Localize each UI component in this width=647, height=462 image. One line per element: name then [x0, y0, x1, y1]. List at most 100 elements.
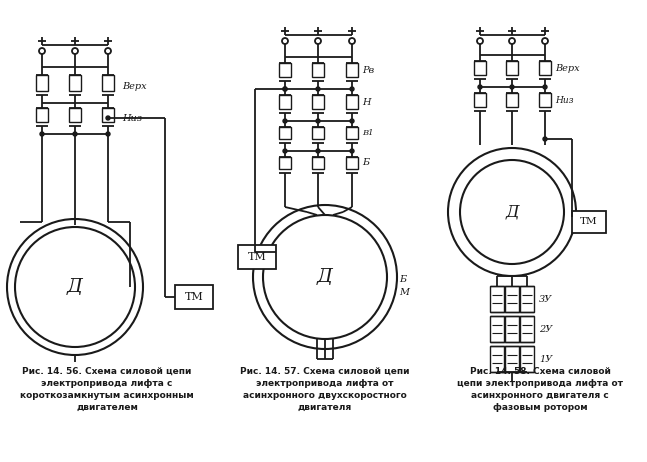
Bar	[312, 95, 324, 109]
Circle shape	[106, 132, 110, 136]
Bar	[69, 108, 81, 122]
Bar	[279, 157, 291, 169]
Circle shape	[509, 38, 515, 44]
Text: 3У: 3У	[539, 294, 553, 304]
Circle shape	[460, 160, 564, 264]
Bar	[346, 127, 358, 139]
Bar	[539, 93, 551, 107]
Text: Низ: Низ	[555, 96, 573, 105]
Bar	[346, 63, 358, 77]
Bar	[490, 286, 504, 312]
Text: асинхронного двухскоростного: асинхронного двухскоростного	[243, 391, 407, 400]
Text: Рис. 14. 57. Схема силовой цепи: Рис. 14. 57. Схема силовой цепи	[240, 367, 410, 376]
Circle shape	[40, 132, 44, 136]
Bar	[520, 316, 534, 342]
Circle shape	[283, 119, 287, 123]
Circle shape	[39, 48, 45, 54]
Text: электропривода лифта с: электропривода лифта с	[41, 379, 173, 388]
Text: Рис. 14. 56. Схема силовой цепи: Рис. 14. 56. Схема силовой цепи	[22, 367, 192, 376]
Circle shape	[448, 148, 576, 276]
Bar	[506, 61, 518, 75]
Bar	[279, 63, 291, 77]
Circle shape	[350, 87, 354, 91]
Text: двигателем: двигателем	[76, 403, 138, 412]
Text: М: М	[399, 288, 409, 297]
Circle shape	[7, 219, 143, 355]
Text: Д: Д	[67, 278, 83, 296]
Text: ТМ: ТМ	[248, 252, 267, 262]
Bar	[490, 346, 504, 372]
Text: Верх: Верх	[555, 64, 580, 73]
Circle shape	[253, 205, 397, 349]
Circle shape	[350, 149, 354, 153]
Bar	[474, 61, 486, 75]
Circle shape	[283, 149, 287, 153]
Bar	[505, 346, 519, 372]
Text: ТМ: ТМ	[580, 218, 598, 226]
Bar	[520, 286, 534, 312]
Bar	[506, 93, 518, 107]
Bar	[505, 286, 519, 312]
Bar	[36, 75, 48, 91]
Bar	[474, 93, 486, 107]
Text: В1: В1	[362, 129, 373, 137]
Bar	[312, 63, 324, 77]
Circle shape	[477, 38, 483, 44]
Bar	[175, 285, 213, 309]
Bar	[505, 316, 519, 342]
Circle shape	[105, 48, 111, 54]
Text: Б: Б	[362, 158, 369, 167]
Circle shape	[15, 227, 135, 347]
Circle shape	[510, 85, 514, 89]
Circle shape	[543, 85, 547, 89]
Circle shape	[349, 38, 355, 44]
Text: Рис. 14. 58. Схема силовой: Рис. 14. 58. Схема силовой	[470, 367, 610, 376]
Text: Н: Н	[362, 98, 371, 107]
Bar	[539, 61, 551, 75]
Text: фазовым ротором: фазовым ротором	[492, 403, 587, 412]
Circle shape	[72, 48, 78, 54]
Circle shape	[543, 137, 547, 141]
Bar	[69, 75, 81, 91]
Text: Рв: Рв	[362, 66, 374, 75]
Text: Б: Б	[399, 275, 406, 284]
Text: асинхронного двигателя с: асинхронного двигателя с	[471, 391, 609, 400]
Circle shape	[478, 85, 482, 89]
Circle shape	[282, 38, 288, 44]
Text: короткозамкнутым асинхронным: короткозамкнутым асинхронным	[20, 391, 194, 400]
Bar	[346, 95, 358, 109]
Bar	[312, 127, 324, 139]
Text: цепи электропривода лифта от: цепи электропривода лифта от	[457, 379, 623, 388]
Circle shape	[316, 149, 320, 153]
Circle shape	[542, 38, 548, 44]
Bar	[572, 211, 606, 233]
Circle shape	[283, 87, 287, 91]
Bar	[346, 157, 358, 169]
Circle shape	[283, 87, 287, 91]
Bar	[238, 245, 276, 269]
Circle shape	[106, 116, 110, 120]
Text: Верх: Верх	[122, 82, 147, 91]
Text: Д: Д	[317, 268, 333, 286]
Text: Низ: Низ	[122, 114, 142, 123]
Bar	[102, 108, 114, 122]
Bar	[279, 95, 291, 109]
Bar	[102, 75, 114, 91]
Text: 1У: 1У	[539, 354, 553, 364]
Circle shape	[263, 215, 387, 339]
Bar	[36, 108, 48, 122]
Bar	[520, 346, 534, 372]
Bar	[279, 127, 291, 139]
Bar	[490, 316, 504, 342]
Circle shape	[350, 119, 354, 123]
Circle shape	[73, 132, 77, 136]
Text: 2У: 2У	[539, 324, 553, 334]
Bar	[312, 157, 324, 169]
Circle shape	[316, 87, 320, 91]
Circle shape	[315, 38, 321, 44]
Text: ТМ: ТМ	[184, 292, 203, 302]
Circle shape	[316, 119, 320, 123]
Text: Д: Д	[505, 203, 519, 220]
Text: электропривода лифта от: электропривода лифта от	[256, 379, 394, 388]
Text: двигателя: двигателя	[298, 403, 352, 412]
